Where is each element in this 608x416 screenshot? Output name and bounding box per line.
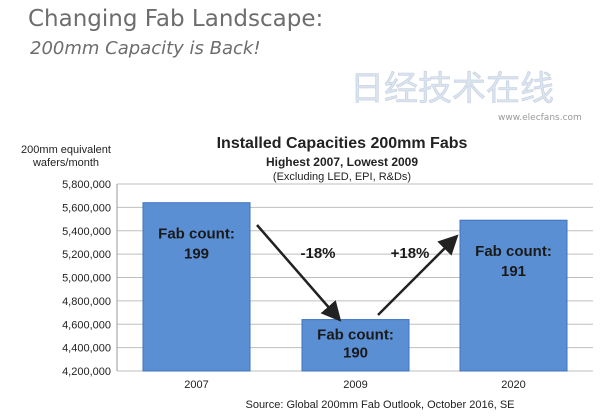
y-tick-label: 5,000,000 [62,273,111,285]
y-axis-label-1: 200mm equivalent [21,144,111,156]
watermark-2: www.elecfans.com [498,113,582,123]
y-tick-label: 4,200,000 [62,366,111,378]
y-tick-label: 4,600,000 [62,319,111,331]
chart-title: Installed Capacities 200mm Fabs [217,135,468,152]
slide-title: Changing Fab Landscape: [28,6,324,32]
x-tick-label: 2007 [184,379,208,391]
slide-subtitle: 200mm Capacity is Back! [30,38,261,59]
down-arrow [256,224,342,322]
chart-source: Source: Global 200mm Fab Outlook, Octobe… [245,399,514,411]
bar-data-label: 199 [184,246,209,263]
bar-data-label: 191 [501,263,526,280]
bar-data-label: 190 [343,345,368,362]
bar-data-label: Fab count: [317,327,394,344]
up-arrow [377,234,459,316]
annotation-decrease: -18% [300,245,335,262]
y-tick-label: 5,600,000 [62,202,111,214]
bar-2007 [142,202,251,372]
x-tick-label: 2020 [501,379,525,391]
bar-2020 [459,219,568,372]
y-axis-label-2: wafers/month [32,157,99,169]
bar-2009 [301,319,410,372]
bar-data-label: Fab count: [475,243,552,260]
bar-data-label: Fab count: [158,226,235,243]
chart-subtitle: Highest 2007, Lowest 2009 [266,155,418,169]
y-tick-label: 4,400,000 [62,343,111,355]
x-tick-label: 2009 [343,379,367,391]
chart-note: (Excluding LED, EPI, R&Ds) [273,171,411,183]
y-tick-label: 5,800,000 [62,179,111,191]
watermark: 日经技术在线 [350,69,554,109]
annotation-increase: +18% [391,245,430,262]
y-tick-label: 4,800,000 [62,296,111,308]
y-tick-label: 5,200,000 [62,249,111,261]
y-tick-label: 5,400,000 [62,226,111,238]
